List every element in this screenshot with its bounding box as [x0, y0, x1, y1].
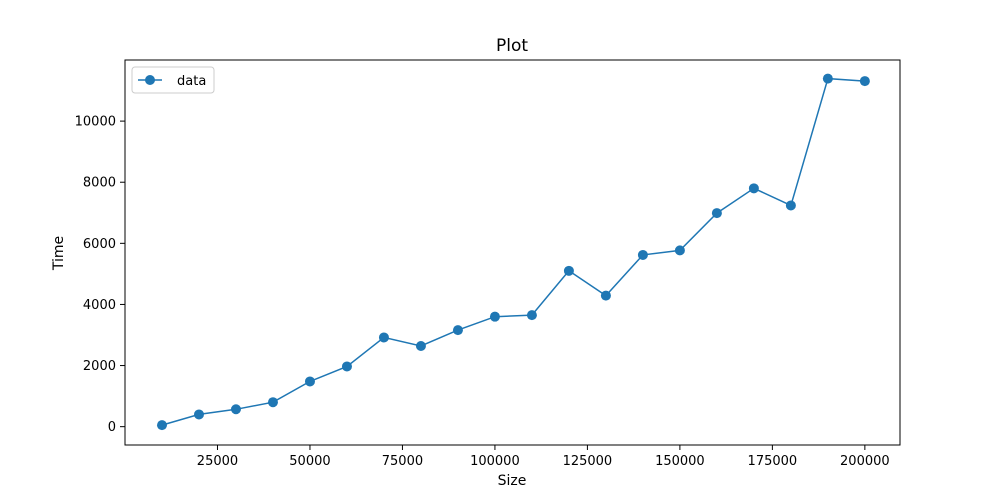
- data-point: [156, 420, 167, 431]
- data-point: [193, 409, 204, 420]
- data-point: [637, 249, 648, 260]
- data-point: [674, 245, 685, 256]
- y-tick-label: 6000: [83, 237, 116, 252]
- x-tick-label: 150000: [655, 454, 705, 469]
- x-tick-label: 100000: [470, 454, 520, 469]
- data-point: [748, 183, 759, 194]
- chart-title: Plot: [496, 36, 528, 56]
- x-tick-label: 50000: [289, 454, 330, 469]
- x-axis-title: Size: [498, 473, 527, 489]
- y-tick-label: 2000: [83, 359, 116, 374]
- data-point: [600, 290, 611, 301]
- legend-marker: [145, 75, 155, 85]
- data-point: [230, 404, 241, 415]
- data-point: [859, 76, 870, 87]
- plot-area: [124, 59, 901, 446]
- y-axis: 0 2000 4000 6000 8000 10000: [75, 115, 125, 435]
- y-tick-label: 8000: [83, 176, 116, 191]
- data-point: [304, 376, 315, 387]
- data-point: [785, 200, 796, 211]
- legend-label: data: [177, 74, 206, 89]
- data-point: [822, 73, 833, 84]
- data-point: [267, 397, 278, 408]
- series-line: [161, 77, 865, 426]
- series-layer: [156, 73, 870, 431]
- x-tick-label: 125000: [563, 454, 613, 469]
- data-point: [526, 310, 537, 321]
- data-point: [489, 311, 500, 322]
- data-point: [452, 325, 463, 336]
- y-tick-label: 0: [108, 420, 116, 435]
- x-tick-label: 75000: [382, 454, 423, 469]
- x-tick-label: 200000: [840, 454, 890, 469]
- data-point: [563, 265, 574, 276]
- y-axis-title: Time: [51, 236, 67, 271]
- data-point: [711, 208, 722, 219]
- x-tick-label: 175000: [748, 454, 798, 469]
- x-tick-label: 25000: [197, 454, 238, 469]
- data-point: [341, 361, 352, 372]
- y-tick-label: 4000: [83, 298, 116, 313]
- data-point: [378, 332, 389, 343]
- x-axis: 25000 50000 75000 100000 125000 150000 175000 2…: [197, 445, 890, 469]
- legend: data: [131, 66, 215, 94]
- y-tick-label: 10000: [75, 115, 116, 130]
- data-point: [415, 341, 426, 351]
- legend-box: [131, 66, 215, 94]
